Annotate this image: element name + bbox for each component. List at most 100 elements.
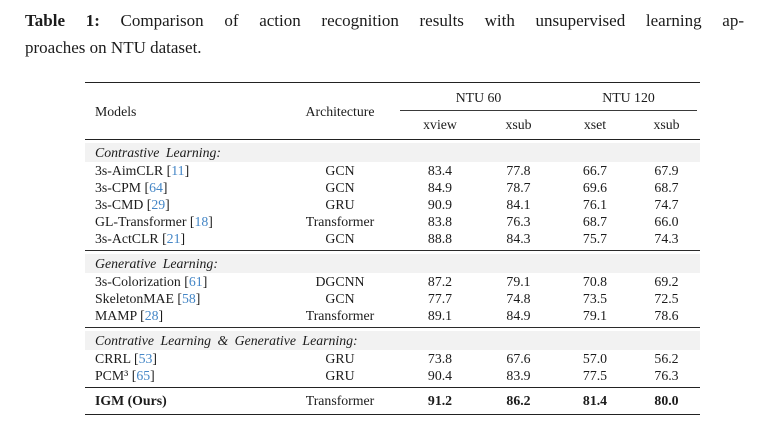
col-header-xsub60: xsub bbox=[505, 117, 532, 132]
architecture-cell: GRU bbox=[325, 351, 355, 366]
value-cell: 91.2 bbox=[427, 393, 453, 408]
citation-link[interactable]: 53 bbox=[138, 351, 153, 366]
citation-link[interactable]: 65 bbox=[136, 368, 151, 383]
model-name-cell: SkeletonMAE [58] bbox=[95, 291, 201, 306]
model-name-cell: 3s-AimCLR [11] bbox=[95, 163, 190, 178]
architecture-cell: GCN bbox=[325, 180, 355, 195]
value-cell: 56.2 bbox=[654, 351, 679, 366]
architecture-cell: Transformer bbox=[305, 214, 375, 229]
section-header: Contrastive Learning: bbox=[85, 143, 700, 162]
architecture-cell: GCN bbox=[325, 291, 355, 306]
table-row: SkeletonMAE [58] GCN 77.7 74.8 73.5 72.5 bbox=[85, 290, 700, 307]
column-group-rule bbox=[400, 110, 697, 111]
col-header-architecture: Architecture bbox=[305, 103, 375, 119]
value-cell: 76.1 bbox=[582, 197, 608, 212]
table-row: 3s-CPM [64] GCN 84.9 78.7 69.6 68.7 bbox=[85, 179, 700, 196]
ours-row: IGM (Ours) Transformer 91.2 86.2 81.4 80.0 bbox=[85, 388, 700, 414]
value-cell: 74.3 bbox=[654, 231, 679, 246]
value-cell: 88.8 bbox=[427, 231, 453, 246]
architecture-cell: Transformer bbox=[305, 393, 375, 408]
model-name-cell: GL-Transformer [18] bbox=[95, 214, 213, 229]
value-cell: 68.7 bbox=[654, 180, 679, 195]
value-cell: 76.3 bbox=[506, 214, 531, 229]
table-body: Contrastive Learning: 3s-AimCLR [11] GCN 83… bbox=[85, 140, 700, 415]
table-row: 3s-Colorization [61] DGCNN 87.2 79.1 70.8 69.… bbox=[85, 273, 700, 290]
model-name-cell: PCM³ [65] bbox=[95, 368, 155, 383]
value-cell: 67.6 bbox=[506, 351, 531, 366]
results-table: Models Architecture NTU 60 NTU 120 xview… bbox=[85, 82, 700, 415]
value-cell: 69.6 bbox=[582, 180, 608, 195]
model-name-cell: 3s-CPM [64] bbox=[95, 180, 168, 195]
model-name-cell: 3s-ActCLR [21] bbox=[95, 231, 186, 246]
value-cell: 83.4 bbox=[427, 163, 453, 178]
value-cell: 66.0 bbox=[654, 214, 679, 229]
value-cell: 70.8 bbox=[582, 274, 608, 289]
citation-link[interactable]: 29 bbox=[151, 197, 166, 212]
value-cell: 74.8 bbox=[506, 291, 531, 306]
value-cell: 74.7 bbox=[654, 197, 679, 212]
value-cell: 83.9 bbox=[506, 368, 531, 383]
value-cell: 87.2 bbox=[427, 274, 453, 289]
value-cell: 78.6 bbox=[654, 308, 679, 323]
architecture-cell: DGCNN bbox=[315, 274, 365, 289]
architecture-cell: GCN bbox=[325, 231, 355, 246]
value-cell: 80.0 bbox=[654, 393, 679, 408]
architecture-cell: GRU bbox=[325, 197, 355, 212]
caption-line-1: Table 1: Comparison of action recognitio… bbox=[25, 7, 744, 34]
citation-link[interactable]: 61 bbox=[188, 274, 203, 289]
architecture-cell: GCN bbox=[325, 163, 355, 178]
value-cell: 81.4 bbox=[582, 393, 608, 408]
ours-row-block: IGM (Ours) Transformer 91.2 86.2 81.4 80.0 bbox=[85, 387, 700, 415]
citation-link[interactable]: 64 bbox=[149, 180, 163, 195]
col-header-xset: xset bbox=[583, 117, 607, 132]
table-row: PCM³ [65] GRU 90.4 83.9 77.5 76.3 bbox=[85, 367, 700, 384]
section-divider-rule bbox=[85, 327, 700, 328]
section-header: Contrative Learning & Generative Learnin… bbox=[85, 331, 700, 350]
model-name-cell: MAMP [28] bbox=[95, 308, 164, 323]
citation-link[interactable]: 21 bbox=[166, 231, 181, 246]
value-cell: 72.5 bbox=[654, 291, 679, 306]
value-cell: 86.2 bbox=[506, 393, 531, 408]
table-row: CRRL [53] GRU 73.8 67.6 57.0 56.2 bbox=[85, 350, 700, 367]
citation-link[interactable]: 11 bbox=[171, 163, 185, 178]
value-cell: 77.5 bbox=[582, 368, 608, 383]
col-header-models: Models bbox=[95, 103, 137, 119]
value-cell: 73.8 bbox=[427, 351, 453, 366]
value-cell: 66.7 bbox=[582, 163, 608, 178]
col-header-xview: xview bbox=[423, 117, 457, 132]
col-header-xsub120: xsub bbox=[653, 117, 680, 132]
value-cell: 75.7 bbox=[582, 231, 608, 246]
model-name-cell: IGM (Ours) bbox=[95, 393, 167, 408]
caption-label: Table 1: bbox=[25, 11, 100, 30]
model-name-cell: 3s-Colorization [61] bbox=[95, 274, 208, 289]
value-cell: 73.5 bbox=[582, 291, 608, 306]
model-name-cell: CRRL [53] bbox=[95, 351, 157, 366]
value-cell: 77.7 bbox=[427, 291, 453, 306]
model-name-cell: 3s-CMD [29] bbox=[95, 197, 170, 212]
citation-link[interactable]: 18 bbox=[194, 214, 209, 229]
value-cell: 83.8 bbox=[427, 214, 453, 229]
value-cell: 84.9 bbox=[506, 308, 531, 323]
value-cell: 90.9 bbox=[427, 197, 453, 212]
value-cell: 90.4 bbox=[427, 368, 453, 383]
caption-text-line1: Comparison of action recognition results… bbox=[120, 11, 744, 30]
value-cell: 77.8 bbox=[506, 163, 531, 178]
table-row: GL-Transformer [18] Transformer 83.8 76.3 68… bbox=[85, 213, 700, 230]
caption-line-2: proaches on NTU dataset. bbox=[25, 38, 202, 57]
col-group-ntu120: NTU 120 bbox=[602, 90, 655, 105]
value-cell: 89.1 bbox=[427, 308, 453, 323]
citation-link[interactable]: 58 bbox=[182, 291, 196, 306]
value-cell: 79.1 bbox=[506, 274, 531, 289]
value-cell: 67.9 bbox=[654, 163, 679, 178]
value-cell: 68.7 bbox=[582, 214, 608, 229]
architecture-cell: Transformer bbox=[305, 308, 375, 323]
table-row: 3s-AimCLR [11] GCN 83.4 77.8 66.7 67.9 bbox=[85, 162, 700, 179]
table-row: MAMP [28] Transformer 89.1 84.9 79.1 78.6 bbox=[85, 307, 700, 324]
value-cell: 84.1 bbox=[506, 197, 531, 212]
citation-link[interactable]: 28 bbox=[144, 308, 159, 323]
value-cell: 57.0 bbox=[582, 351, 608, 366]
architecture-cell: GRU bbox=[325, 368, 355, 383]
value-cell: 79.1 bbox=[582, 308, 608, 323]
section-divider-rule bbox=[85, 250, 700, 251]
